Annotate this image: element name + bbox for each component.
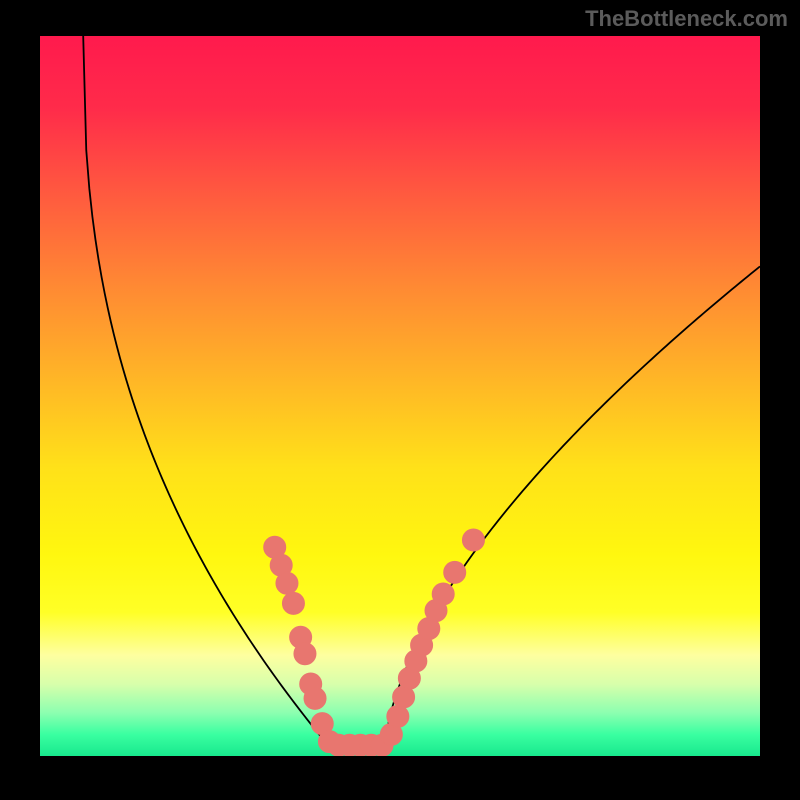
data-marker	[276, 572, 298, 594]
plot-area	[40, 36, 760, 756]
data-markers-group	[264, 529, 485, 756]
data-marker	[387, 705, 409, 727]
data-marker	[444, 561, 466, 583]
watermark-text: TheBottleneck.com	[585, 6, 788, 32]
data-marker	[462, 529, 484, 551]
data-marker	[282, 592, 304, 614]
data-marker	[304, 687, 326, 709]
bottleneck-curve-svg	[40, 36, 760, 756]
data-marker	[432, 583, 454, 605]
data-marker	[294, 643, 316, 665]
